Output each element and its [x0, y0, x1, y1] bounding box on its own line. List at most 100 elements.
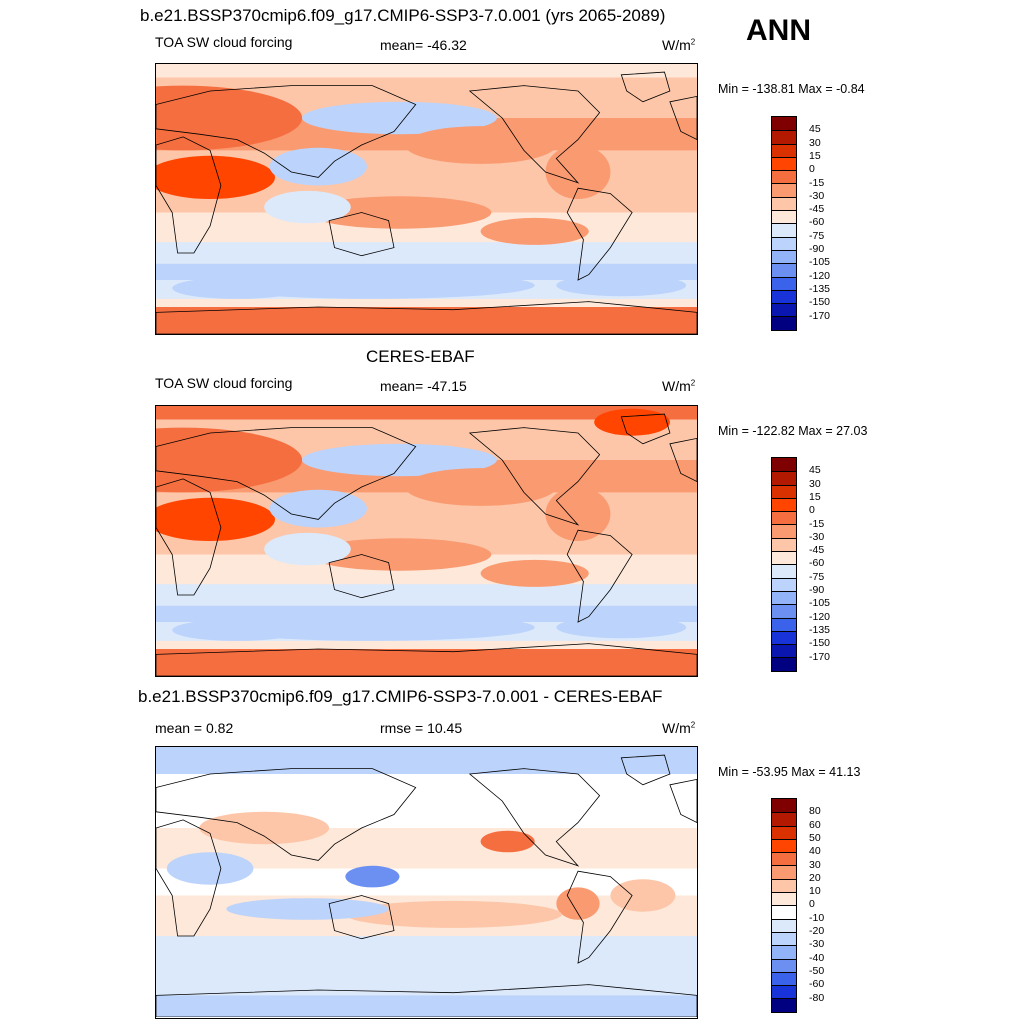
field-anomaly — [594, 408, 670, 436]
field-band — [156, 406, 697, 420]
colorbar-swatch — [772, 551, 796, 565]
colorbar-level-label: 60 — [809, 818, 821, 831]
field-band — [156, 963, 697, 996]
panel3-rmse-label: rmse = 10.45 — [380, 720, 463, 736]
panel2-variable-label: TOA SW cloud forcing — [155, 375, 293, 391]
colorbar-level-label: -120 — [809, 610, 831, 623]
colorbar-level-label: 80 — [809, 805, 821, 818]
colorbar-swatches — [771, 798, 797, 1013]
colorbar-swatch — [772, 812, 796, 826]
panel2-mean-label: mean= -47.15 — [380, 378, 467, 394]
coastline — [669, 778, 697, 824]
coastline — [468, 85, 601, 184]
colorbar-swatch — [772, 170, 796, 184]
colorbar-swatch — [772, 210, 796, 224]
colorbar-level-label: -135 — [809, 282, 831, 295]
coastline — [328, 554, 395, 599]
field-band — [156, 584, 697, 607]
coastline — [328, 895, 395, 940]
field-anomaly — [156, 497, 276, 541]
colorbar-swatch — [772, 971, 796, 986]
field-band — [156, 995, 697, 1017]
field-anomaly — [480, 559, 589, 587]
colorbar-swatch — [772, 617, 796, 631]
colorbar-swatch — [772, 471, 796, 485]
colorbar-swatch — [772, 130, 796, 144]
field-anomaly — [404, 126, 557, 164]
coastline — [468, 427, 601, 526]
colorbar-level-label: 0 — [809, 163, 815, 176]
colorbar-level-label: -60 — [809, 216, 825, 229]
colorbar-level-label: -135 — [809, 623, 831, 636]
colorbar-level-label: 15 — [809, 490, 821, 503]
field-anomaly — [156, 155, 276, 199]
panel1-title: b.e21.BSSP370cmip6.f09_g17.CMIP6-SSP3-7.… — [140, 6, 666, 25]
field-anomaly — [480, 830, 535, 853]
colorbar-level-label: -75 — [809, 570, 825, 583]
colorbar-swatch — [772, 825, 796, 839]
field-anomaly — [307, 196, 492, 229]
colorbar-swatch — [772, 511, 796, 525]
colorbar-swatches — [771, 116, 797, 331]
colorbar-swatch — [772, 630, 796, 645]
field-anomaly — [269, 147, 367, 186]
field-anomaly — [226, 898, 389, 920]
panel3-map — [155, 746, 698, 1019]
coastline — [620, 71, 671, 103]
field-anomaly — [264, 532, 351, 566]
field-anomaly — [302, 101, 497, 135]
colorbar-level-label: 30 — [809, 136, 821, 149]
coastline — [156, 136, 222, 254]
coastline — [669, 95, 697, 141]
colorbar-swatch — [772, 564, 796, 578]
colorbar-level-label: -20 — [809, 925, 825, 937]
field-anomaly — [556, 274, 687, 297]
colorbar-level-label: 0 — [809, 504, 815, 517]
field-band — [156, 747, 697, 775]
colorbar-level-label: -120 — [809, 269, 831, 282]
field-anomaly — [172, 619, 303, 641]
colorbar-level-label: -105 — [809, 256, 831, 269]
colorbar-level-label: -15 — [809, 176, 825, 189]
field-band — [156, 649, 697, 676]
colorbar-level-label: -150 — [809, 296, 831, 309]
field-band — [156, 640, 697, 650]
colorbar-level-label: -150 — [809, 637, 831, 650]
colorbar-swatch — [772, 484, 796, 498]
field-anomaly — [307, 538, 492, 571]
panel3-mean-label: mean = 0.82 — [155, 720, 234, 736]
field-anomaly — [172, 277, 303, 299]
field-band — [156, 307, 697, 334]
colorbar-level-label: 20 — [809, 871, 821, 884]
colorbar-swatch — [772, 289, 796, 304]
colorbar-swatch — [772, 458, 796, 472]
field-band — [156, 242, 697, 265]
colorbar-level-label: -30 — [809, 189, 825, 202]
panel3-units: W/m2 — [662, 720, 696, 736]
field-anomaly — [545, 487, 611, 541]
field-anomaly — [556, 887, 600, 920]
colorbar-level-label: -30 — [809, 938, 825, 951]
colorbar-swatch — [772, 878, 796, 893]
season-label: ANN — [746, 14, 811, 47]
coastline — [156, 643, 697, 676]
colorbar-swatch — [772, 263, 796, 277]
colorbar-level-label: 15 — [809, 149, 821, 162]
panel2-minmax: Min = -122.82 Max = 27.03 — [718, 424, 868, 438]
coastline — [566, 529, 633, 623]
colorbar-level-label: -60 — [809, 557, 825, 570]
field-anomaly — [264, 190, 351, 224]
colorbar-swatch — [772, 590, 796, 605]
colorbar-level-label: 0 — [809, 898, 815, 911]
field-anomaly — [166, 852, 254, 885]
field-anomaly — [556, 616, 687, 639]
colorbar-swatches — [771, 457, 797, 672]
colorbar-swatch — [772, 892, 796, 906]
colorbar-swatch — [772, 838, 796, 853]
panel3-minmax: Min = -53.95 Max = 41.13 — [718, 765, 861, 779]
coastline — [468, 768, 601, 867]
colorbar-swatch — [772, 524, 796, 538]
colorbar-swatch — [772, 958, 796, 972]
colorbar-level-label: -75 — [809, 229, 825, 242]
coastline — [156, 301, 697, 334]
